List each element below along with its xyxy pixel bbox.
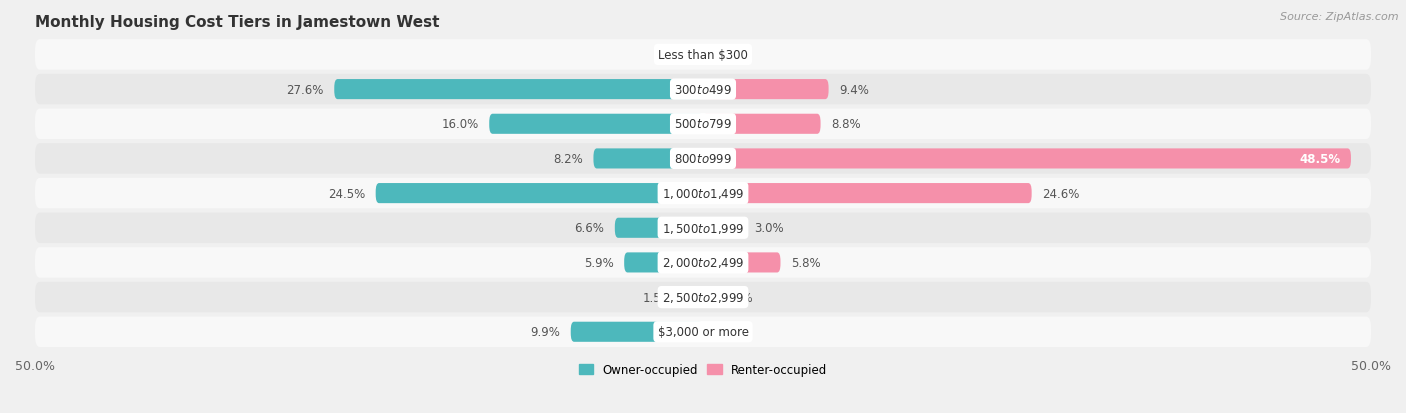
Text: 5.9%: 5.9% bbox=[583, 256, 613, 269]
FancyBboxPatch shape bbox=[703, 114, 821, 135]
FancyBboxPatch shape bbox=[593, 149, 703, 169]
Text: 0.0%: 0.0% bbox=[723, 49, 752, 62]
FancyBboxPatch shape bbox=[375, 184, 703, 204]
Text: 9.9%: 9.9% bbox=[530, 325, 560, 338]
Text: 24.5%: 24.5% bbox=[328, 187, 366, 200]
FancyBboxPatch shape bbox=[35, 282, 1371, 313]
FancyBboxPatch shape bbox=[683, 287, 703, 307]
Text: 5.8%: 5.8% bbox=[792, 256, 821, 269]
Text: $300 to $499: $300 to $499 bbox=[673, 83, 733, 96]
Text: Monthly Housing Cost Tiers in Jamestown West: Monthly Housing Cost Tiers in Jamestown … bbox=[35, 15, 440, 30]
Text: $3,000 or more: $3,000 or more bbox=[658, 325, 748, 338]
Text: 0.0%: 0.0% bbox=[654, 49, 683, 62]
Text: Less than $300: Less than $300 bbox=[658, 49, 748, 62]
FancyBboxPatch shape bbox=[703, 80, 828, 100]
Text: $1,000 to $1,499: $1,000 to $1,499 bbox=[662, 187, 744, 201]
Text: $2,500 to $2,999: $2,500 to $2,999 bbox=[662, 290, 744, 304]
FancyBboxPatch shape bbox=[35, 213, 1371, 243]
Text: 9.4%: 9.4% bbox=[839, 83, 869, 96]
Text: 27.6%: 27.6% bbox=[287, 83, 323, 96]
Text: $1,500 to $1,999: $1,500 to $1,999 bbox=[662, 221, 744, 235]
Text: 8.2%: 8.2% bbox=[553, 152, 582, 166]
Text: 3.0%: 3.0% bbox=[754, 222, 783, 235]
FancyBboxPatch shape bbox=[703, 149, 1351, 169]
Text: 1.5%: 1.5% bbox=[643, 291, 672, 304]
FancyBboxPatch shape bbox=[703, 253, 780, 273]
FancyBboxPatch shape bbox=[35, 75, 1371, 105]
Text: $800 to $999: $800 to $999 bbox=[673, 152, 733, 166]
Text: 48.5%: 48.5% bbox=[1299, 152, 1340, 166]
FancyBboxPatch shape bbox=[624, 253, 703, 273]
Text: 0.0%: 0.0% bbox=[723, 325, 752, 338]
FancyBboxPatch shape bbox=[35, 247, 1371, 278]
FancyBboxPatch shape bbox=[703, 184, 1032, 204]
FancyBboxPatch shape bbox=[35, 144, 1371, 174]
Legend: Owner-occupied, Renter-occupied: Owner-occupied, Renter-occupied bbox=[574, 358, 832, 381]
Text: $500 to $799: $500 to $799 bbox=[673, 118, 733, 131]
FancyBboxPatch shape bbox=[489, 114, 703, 135]
FancyBboxPatch shape bbox=[614, 218, 703, 238]
FancyBboxPatch shape bbox=[335, 80, 703, 100]
FancyBboxPatch shape bbox=[35, 109, 1371, 140]
Text: 8.8%: 8.8% bbox=[831, 118, 860, 131]
Text: $2,000 to $2,499: $2,000 to $2,499 bbox=[662, 256, 744, 270]
Text: 16.0%: 16.0% bbox=[441, 118, 478, 131]
FancyBboxPatch shape bbox=[571, 322, 703, 342]
FancyBboxPatch shape bbox=[35, 178, 1371, 209]
FancyBboxPatch shape bbox=[35, 40, 1371, 71]
Text: 24.6%: 24.6% bbox=[1042, 187, 1080, 200]
FancyBboxPatch shape bbox=[35, 317, 1371, 347]
Text: 0.0%: 0.0% bbox=[723, 291, 752, 304]
Text: 6.6%: 6.6% bbox=[574, 222, 605, 235]
FancyBboxPatch shape bbox=[703, 218, 744, 238]
Text: Source: ZipAtlas.com: Source: ZipAtlas.com bbox=[1281, 12, 1399, 22]
